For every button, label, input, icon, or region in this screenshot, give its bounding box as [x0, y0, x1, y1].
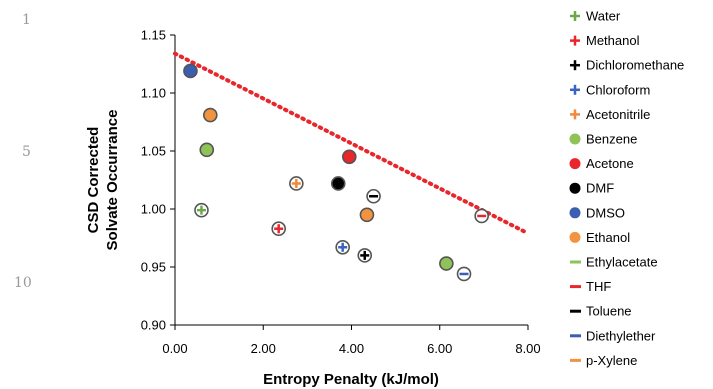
y-axis-ticks: 0.90 0.95 1.00 1.05 1.10 1.15	[141, 28, 175, 333]
legend-item-water: Water	[570, 9, 621, 24]
y-tick-label: 0.90	[141, 318, 166, 333]
legend-item-ethylacetate: Ethylacetate	[570, 255, 658, 270]
legend-item-dichloromethane: Dichloromethane	[570, 58, 684, 73]
legend-label: p-Xylene	[586, 353, 637, 368]
legend-item-dmso: DMSO	[570, 205, 626, 220]
legend-item-ethanol: Ethanol	[570, 230, 631, 245]
legend-marker	[570, 183, 581, 194]
y-tick-label: 1.00	[141, 202, 166, 217]
legend-marker	[570, 232, 581, 243]
legend-label: Dichloromethane	[586, 58, 684, 73]
point-methanol	[272, 222, 285, 235]
point-acetone	[343, 150, 356, 163]
legend-label: Chloroform	[586, 82, 650, 97]
y-tick-label: 1.10	[141, 86, 166, 101]
legend-item-benzene: Benzene	[570, 132, 638, 147]
legend-label: DMF	[586, 181, 614, 196]
legend-label: Acetonitrile	[586, 107, 650, 122]
point-benzene	[440, 257, 453, 270]
legend-label: Ethanol	[586, 230, 630, 245]
x-tick-label: 6.00	[427, 341, 452, 356]
y-tick-label: 0.95	[141, 260, 166, 275]
legend-item-dmf: DMF	[570, 181, 615, 196]
line-number-1: 1	[22, 12, 31, 28]
trendline	[175, 54, 528, 234]
point-ethanol	[204, 109, 217, 122]
legend-label: Ethylacetate	[586, 255, 658, 270]
point-dichloromethane	[358, 249, 371, 262]
y-tick-label: 1.15	[141, 28, 166, 43]
point-dmf	[332, 177, 345, 190]
y-tick-label: 1.05	[141, 144, 166, 159]
legend-label: Water	[586, 9, 621, 24]
point-acetonitrile	[290, 177, 303, 190]
point-chloroform	[336, 241, 349, 254]
legend-item-acetonitrile: Acetonitrile	[570, 107, 650, 122]
legend-label: DMSO	[586, 205, 625, 220]
point-dmso	[184, 64, 197, 77]
legend-label: THF	[586, 279, 611, 294]
line-number-10: 10	[14, 275, 32, 291]
legend-marker	[570, 134, 581, 145]
legend-item-diethylether: Diethylether	[570, 328, 656, 343]
line-number-5: 5	[22, 144, 31, 160]
point-thf	[475, 209, 488, 222]
legend-item-acetone: Acetone	[570, 156, 634, 171]
y-axis-title: CSD Corrected Solvate Occurrance	[85, 110, 121, 251]
x-tick-label: 2.00	[251, 341, 276, 356]
legend-label: Methanol	[586, 33, 640, 48]
legend-label: Toluene	[586, 304, 632, 319]
legend-item-toluene: Toluene	[570, 304, 632, 319]
legend: Water Methanol Dichloromethane Chloroform Ac…	[570, 9, 685, 368]
legend-item-methanol: Methanol	[570, 33, 640, 48]
point-ethanol	[360, 208, 373, 221]
legend-label: Diethylether	[586, 328, 656, 343]
point-toluene	[367, 190, 380, 203]
legend-marker	[570, 207, 581, 218]
x-tick-label: 4.00	[339, 341, 364, 356]
y-axis-title-line-2: Solvate Occurrance	[104, 110, 121, 251]
legend-marker	[570, 158, 581, 169]
x-tick-label: 0.00	[162, 341, 187, 356]
legend-item-p-xylene: p-Xylene	[570, 353, 637, 368]
legend-item-chloroform: Chloroform	[570, 82, 650, 97]
legend-item-thf: THF	[570, 279, 611, 294]
y-axis-title-line-1: CSD Corrected	[85, 127, 102, 234]
legend-label: Benzene	[586, 132, 637, 147]
x-axis-ticks: 0.00 2.00 4.00 6.00 8.00	[162, 325, 540, 356]
x-axis-title: Entropy Penalty (kJ/mol)	[263, 371, 439, 388]
point-water	[195, 204, 208, 217]
legend-label: Acetone	[586, 156, 634, 171]
x-tick-label: 8.00	[515, 341, 540, 356]
point-diethylether	[458, 267, 471, 280]
point-benzene	[200, 143, 213, 156]
data-points	[184, 64, 488, 280]
